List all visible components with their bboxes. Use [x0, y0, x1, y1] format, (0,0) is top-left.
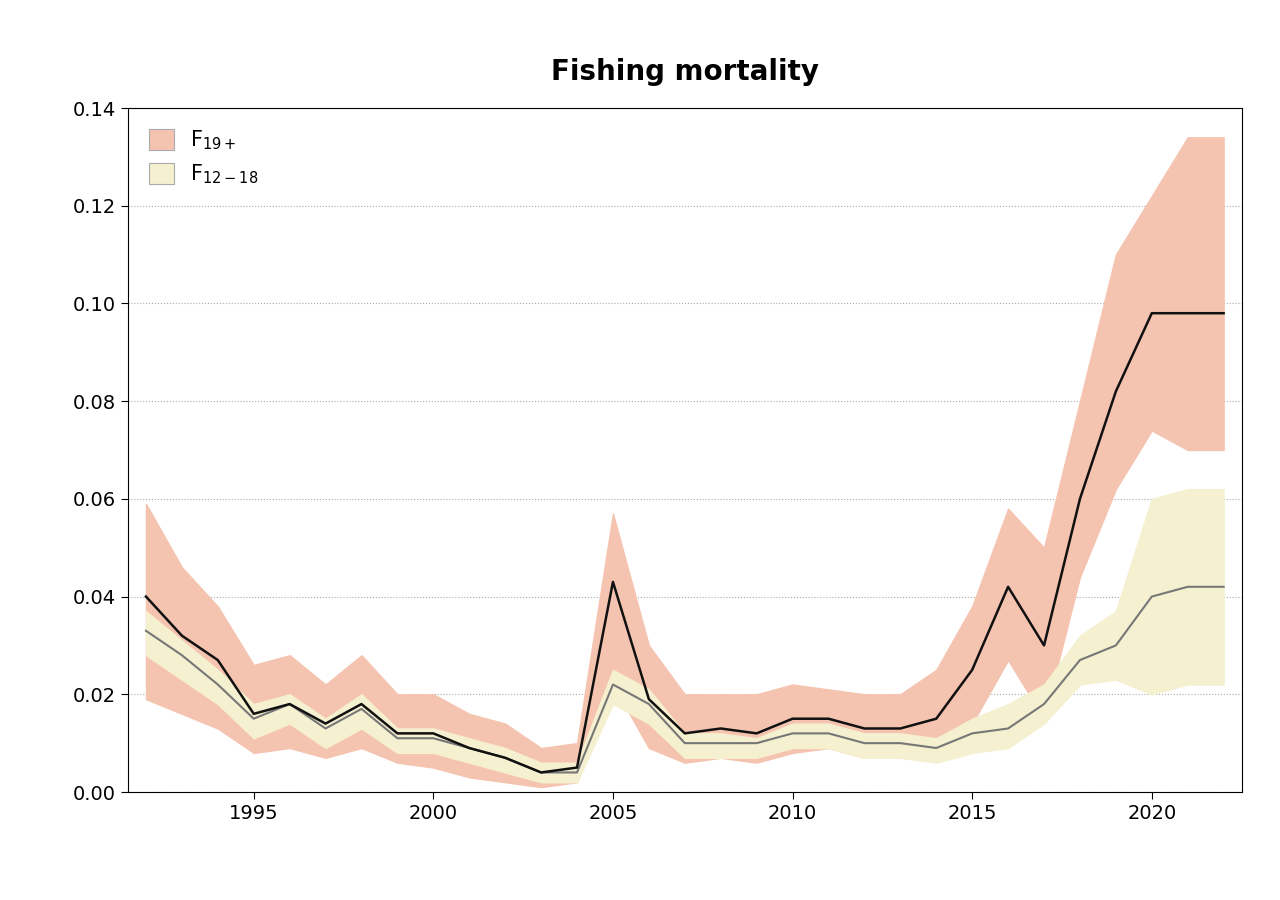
Title: Fishing mortality: Fishing mortality [550, 58, 819, 86]
Legend: F$_{19+}$, F$_{12-18}$: F$_{19+}$, F$_{12-18}$ [138, 119, 269, 197]
